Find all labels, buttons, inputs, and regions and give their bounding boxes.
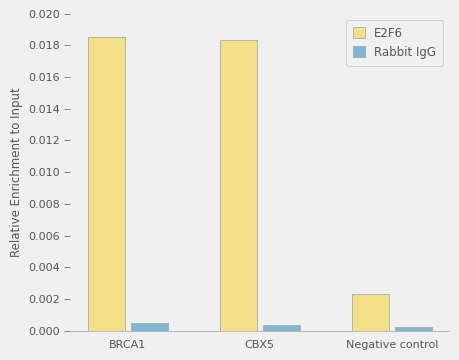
Bar <box>88 37 124 330</box>
Bar <box>131 323 168 330</box>
Legend: E2F6, Rabbit IgG: E2F6, Rabbit IgG <box>346 20 443 66</box>
Bar <box>219 40 257 330</box>
Bar <box>263 325 300 330</box>
Bar <box>352 294 388 330</box>
Y-axis label: Relative Enrichment to Input: Relative Enrichment to Input <box>10 87 23 257</box>
Bar <box>395 327 432 330</box>
